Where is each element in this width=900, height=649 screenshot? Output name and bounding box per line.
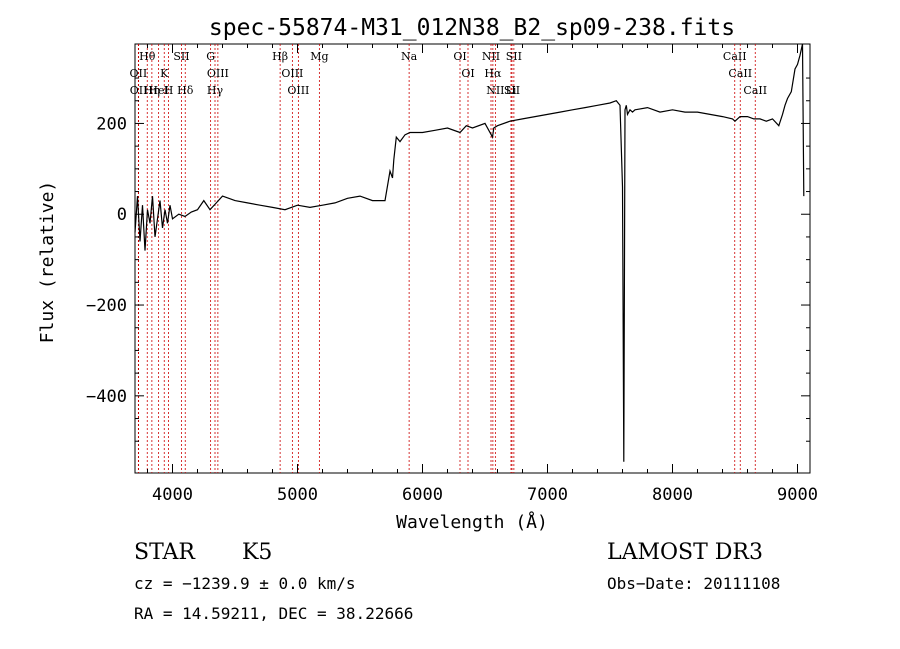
line-marker-label: Mg [310,50,328,63]
x-axis-ticks: 4000 5000 6000 7000 8000 9000 [147,44,818,505]
line-marker-label: Hθ [139,50,156,63]
line-marker-label: CaII [723,50,747,63]
line-marker-label: Hγ [207,84,224,97]
y-tick-label: 0 [117,205,127,225]
line-marker-label: SII [504,84,520,97]
line-marker-label: OI [461,67,474,80]
line-marker-label: CaII [743,84,767,97]
plot-border [134,43,811,474]
plot-frame [134,43,811,474]
line-marker-label: SII [506,50,522,63]
obs-date-text: Obs−Date: 20111108 [607,574,781,593]
line-marker-label: Hη [144,84,160,97]
x-tick-label: 7000 [527,485,568,505]
line-marker-label: Hα [484,67,502,80]
redshift-text: cz = −1239.9 ± 0.0 km/s [134,574,356,593]
y-axis-ticks: −400 −200 0 200 [86,77,810,442]
line-marker-label: OIII [281,67,303,80]
line-marker-label: OII [130,84,148,97]
line-marker-label: CaII [728,67,752,80]
line-marker-label: K [160,67,169,80]
line-marker-label: HeI [148,84,168,97]
y-tick-label: 200 [96,114,127,134]
line-marker-label: H [164,84,174,97]
line-marker-label: NII [486,84,504,97]
y-tick-label: −400 [86,387,127,407]
chart-title: spec-55874-M31_012N38_B2_sp09-238.fits [209,15,735,41]
line-marker-label: Hδ [177,84,194,97]
line-marker-label: OI [453,50,466,63]
x-axis-label: Wavelength (Å) [396,511,548,533]
y-tick-label: −200 [86,296,127,316]
line-marker-label: Na [401,50,418,63]
line-marker-group [137,44,756,473]
object-class: STAR [134,540,195,565]
x-tick-label: 6000 [402,485,443,505]
spectrum-series [134,43,805,462]
line-marker-label: NII [482,50,500,63]
line-marker-label: Li [506,84,517,97]
line-marker-label: SII [173,50,189,63]
radec-text: RA = 14.59211, DEC = 38.22666 [134,604,414,623]
x-tick-label: 8000 [652,485,693,505]
line-marker-label: OIII [287,84,309,97]
spectrum-line [134,43,805,462]
x-tick-label: 4000 [152,485,193,505]
x-tick-label: 5000 [277,485,318,505]
line-marker-label: G [206,50,215,63]
survey-name: LAMOST DR3 [607,540,763,565]
object-subclass: K5 [242,540,273,565]
x-tick-label: 9000 [777,485,818,505]
line-marker-label: OIII [207,67,229,80]
line-marker-label: OII [130,67,148,80]
y-axis-label: Flux (relative) [37,181,58,344]
line-marker-label: Hβ [272,50,288,63]
